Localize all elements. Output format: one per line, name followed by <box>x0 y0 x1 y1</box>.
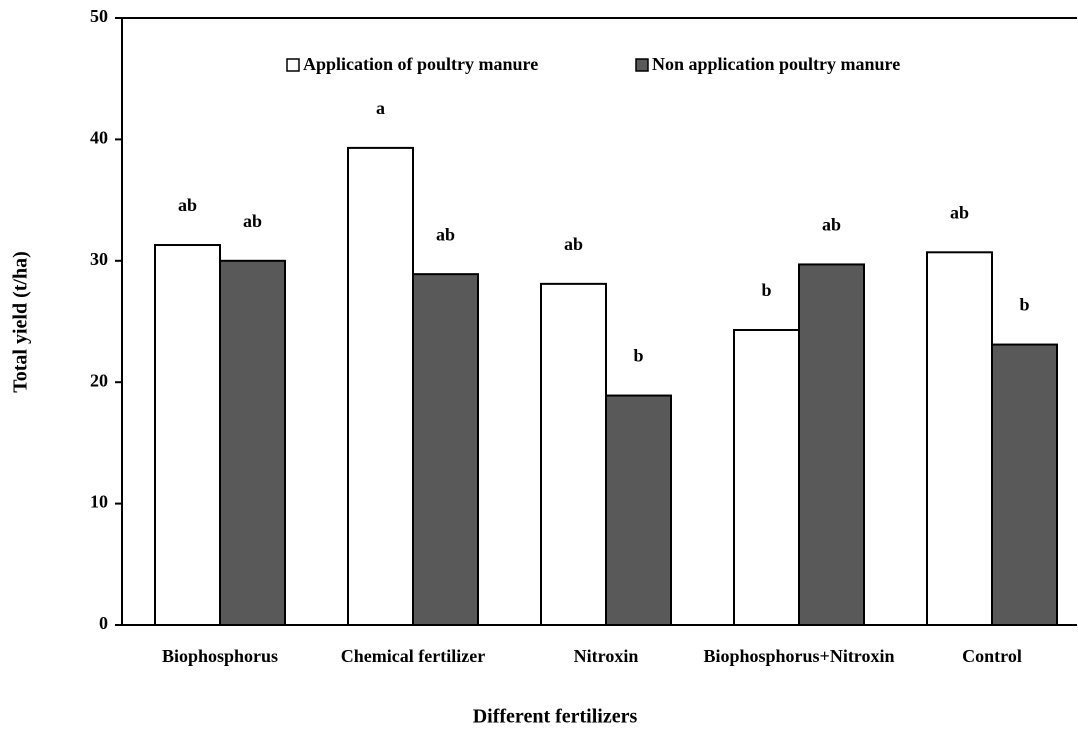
significance-letter: b <box>1019 295 1029 315</box>
significance-letter: ab <box>822 215 841 235</box>
bar <box>347 146 414 626</box>
legend-label: Application of poultry manure <box>303 54 538 74</box>
x-tick-label: Biophosphorus+Nitroxin <box>704 646 895 666</box>
legend-swatch <box>286 58 300 72</box>
x-tick-label: Chemical fertilizer <box>341 646 485 666</box>
bar <box>154 244 221 626</box>
significance-letter: ab <box>178 195 197 215</box>
y-tick-label: 30 <box>90 249 108 269</box>
significance-letter: ab <box>564 234 583 254</box>
significance-letter: b <box>633 346 643 366</box>
significance-letter: b <box>761 280 771 300</box>
bar <box>540 282 607 626</box>
x-tick-label: Nitroxin <box>574 646 639 666</box>
y-tick-label: 50 <box>90 6 108 26</box>
y-tick-label: 20 <box>90 370 108 390</box>
bar <box>733 328 800 626</box>
y-tick-label: 0 <box>99 613 108 633</box>
bar <box>412 273 479 626</box>
legend-swatch <box>635 58 649 72</box>
y-tick-label: 40 <box>90 128 108 148</box>
bar <box>605 394 672 626</box>
x-axis-label: Different fertilizers <box>473 706 638 728</box>
significance-letter: ab <box>436 224 455 244</box>
bar <box>991 343 1058 626</box>
bar <box>219 259 286 626</box>
x-tick-label: Control <box>962 646 1022 666</box>
y-axis-label: Total yield (t/ha) <box>10 251 32 393</box>
significance-letter: ab <box>243 211 262 231</box>
bar <box>798 263 865 626</box>
significance-letter: ab <box>950 202 969 222</box>
bar <box>926 251 993 626</box>
y-tick-label: 10 <box>90 492 108 512</box>
x-tick-label: Biophosphorus <box>162 646 278 666</box>
significance-letter: a <box>376 98 385 118</box>
legend-label: Non application poultry manure <box>652 54 900 74</box>
